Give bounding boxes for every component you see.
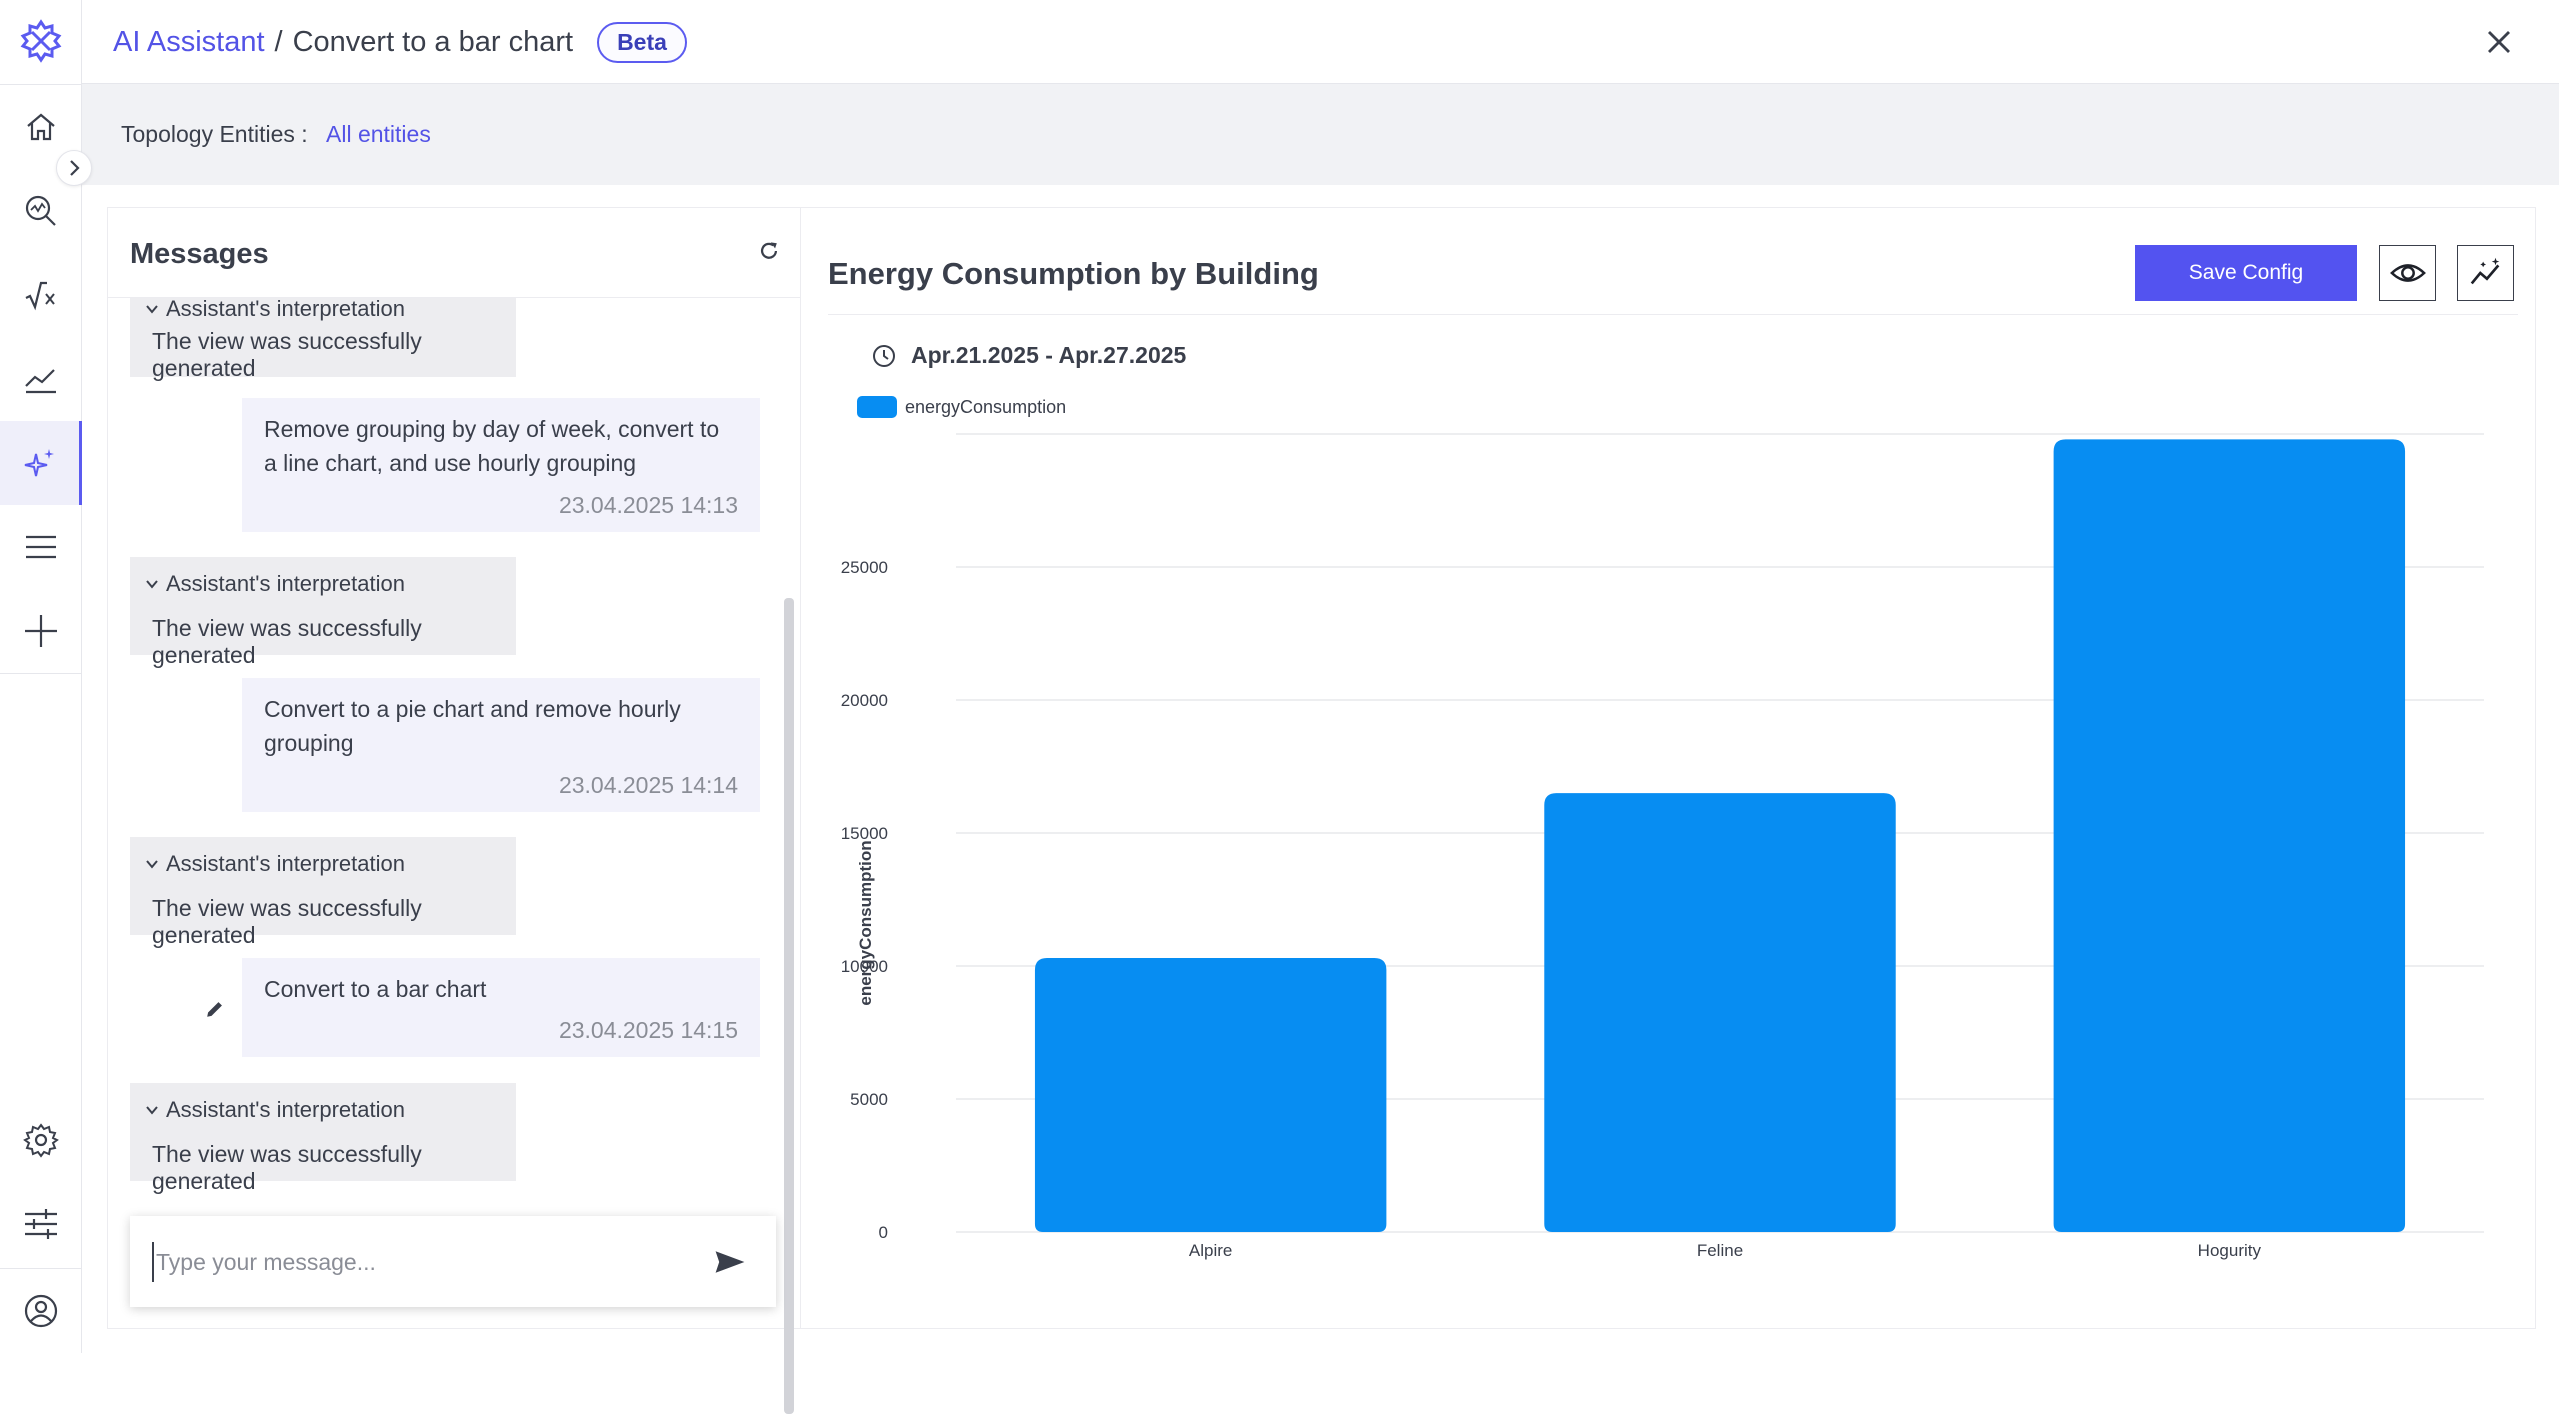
y-tick-label: 25000 <box>841 558 888 577</box>
user-icon[interactable] <box>0 1269 82 1353</box>
y-tick-label: 0 <box>879 1223 888 1242</box>
rail-divider <box>0 673 82 674</box>
preview-button[interactable] <box>2379 245 2436 301</box>
chevron-down-icon <box>146 860 158 869</box>
user-message-text: Remove grouping by day of week, convert … <box>264 416 720 476</box>
assistant-message: Assistant's interpretation The view was … <box>130 1083 516 1194</box>
assistant-message-text: The view was successfully generated <box>152 895 422 948</box>
chart-legend: energyConsumption <box>857 396 1066 418</box>
assistant-message-text: The view was successfully generated <box>152 1141 422 1194</box>
bar-feline <box>1544 793 1896 1232</box>
edit-message-button[interactable] <box>200 994 230 1024</box>
page-header: AI Assistant / Convert to a bar chart Be… <box>82 0 2559 84</box>
date-range: Apr.21.2025 - Apr.27.2025 <box>871 342 1186 369</box>
y-tick-label: 10000 <box>841 957 888 976</box>
chart-title: Energy Consumption by Building <box>828 256 1319 291</box>
trend-icon[interactable] <box>0 337 82 421</box>
menu-icon[interactable] <box>0 505 82 589</box>
x-tick-label: Alpire <box>1189 1241 1232 1260</box>
save-config-button[interactable]: Save Config <box>2135 245 2357 301</box>
send-icon <box>715 1251 745 1273</box>
chevron-down-icon <box>146 305 158 314</box>
interpretation-toggle[interactable]: Assistant's interpretation <box>144 851 405 877</box>
date-range-text: Apr.21.2025 - Apr.27.2025 <box>911 342 1187 368</box>
logo-icon[interactable] <box>18 18 64 64</box>
message-timestamp: 23.04.2025 14:13 <box>558 492 738 518</box>
ai-sparkle-icon[interactable] <box>0 421 82 505</box>
legend-swatch <box>857 396 897 418</box>
interpretation-label: Assistant's interpretation <box>166 571 405 596</box>
message-composer <box>130 1216 776 1307</box>
chevron-down-icon <box>146 580 158 589</box>
message-input[interactable] <box>152 1242 672 1282</box>
user-message: Remove grouping by day of week, convert … <box>242 398 760 532</box>
bar-hogurity <box>2053 439 2406 1232</box>
close-icon <box>2488 31 2510 53</box>
search-analytics-icon[interactable] <box>0 169 82 253</box>
x-tick-label: Feline <box>1697 1241 1743 1260</box>
user-message: Convert to a bar chart 23.04.2025 14:15 <box>242 958 760 1057</box>
refresh-icon <box>760 242 778 259</box>
topology-label: Topology Entities : <box>121 121 308 147</box>
user-message-text: Convert to a bar chart <box>264 976 487 1002</box>
chart-divider <box>828 314 2518 315</box>
chevron-right-icon <box>70 160 80 176</box>
breadcrumb-link-ai-assistant[interactable]: AI Assistant <box>113 26 265 58</box>
assistant-message: Assistant's interpretation The view was … <box>130 557 516 668</box>
settings-icon[interactable] <box>0 1098 82 1182</box>
y-tick-label: 15000 <box>841 824 888 843</box>
interpretation-toggle[interactable]: Assistant's interpretation <box>144 1097 405 1123</box>
messages-title: Messages <box>130 238 269 270</box>
y-axis-label: energyConsumption <box>856 840 875 1005</box>
user-message: Convert to a pie chart and remove hourly… <box>242 678 760 812</box>
clock-icon <box>873 344 895 367</box>
breadcrumb-separator: / <box>274 26 283 58</box>
assistant-message: Assistant's interpretation The view was … <box>130 837 516 948</box>
rail-expand-button[interactable] <box>56 150 92 186</box>
eye-icon <box>2389 264 2426 282</box>
send-button[interactable] <box>710 1242 750 1282</box>
insights-button[interactable] <box>2457 245 2514 301</box>
bar-alpire <box>1034 958 1387 1232</box>
close-button[interactable] <box>2479 22 2519 62</box>
bar-chart: 0 5000 10000 15000 20000 25000 energyConsumpti… <box>841 433 2484 1260</box>
chevron-down-icon <box>146 1106 158 1115</box>
rail-divider <box>0 84 82 85</box>
messages-divider <box>108 297 801 298</box>
topology-entities-link[interactable]: All entities <box>326 121 431 147</box>
messages-panel: Messages Assistant's interpretation The … <box>107 207 801 1414</box>
topology-bar: Topology Entities : All entities <box>82 84 2559 185</box>
sparkline-icon <box>2470 257 2499 285</box>
left-rail <box>0 0 82 1353</box>
pencil-icon <box>207 1002 222 1017</box>
interpretation-label: Assistant's interpretation <box>166 1097 405 1122</box>
message-timestamp: 23.04.2025 14:14 <box>558 772 738 798</box>
chart-panel: Energy Consumption by Building Save Conf… <box>800 207 2536 1329</box>
formula-icon[interactable] <box>0 253 82 337</box>
message-timestamp: 23.04.2025 14:15 <box>558 1017 738 1043</box>
interpretation-label: Assistant's interpretation <box>166 851 405 876</box>
breadcrumb-current: Convert to a bar chart <box>292 26 574 58</box>
assistant-message-text: The view was successfully generated <box>152 328 422 381</box>
rail-divider <box>0 1268 82 1269</box>
plus-icon[interactable] <box>0 589 82 673</box>
y-tick-label: 20000 <box>841 691 888 710</box>
messages-scrollbar[interactable] <box>784 598 794 1414</box>
user-message-text: Convert to a pie chart and remove hourly… <box>264 696 681 756</box>
home-icon[interactable] <box>0 85 82 169</box>
y-tick-label: 5000 <box>850 1090 888 1109</box>
legend-label: energyConsumption <box>905 396 1067 417</box>
x-tick-label: Hogurity <box>2198 1241 2262 1260</box>
breadcrumb: AI Assistant / Convert to a bar chart Be… <box>113 22 687 63</box>
interpretation-label: Assistant's interpretation <box>166 296 405 321</box>
assistant-message-text: The view was successfully generated <box>152 615 422 668</box>
assistant-message: Assistant's interpretation The view was … <box>130 296 516 381</box>
interpretation-toggle[interactable]: Assistant's interpretation <box>144 296 405 322</box>
beta-badge: Beta <box>597 22 687 63</box>
sliders-icon[interactable] <box>0 1182 82 1266</box>
interpretation-toggle[interactable]: Assistant's interpretation <box>144 571 405 597</box>
refresh-button[interactable] <box>754 236 784 266</box>
